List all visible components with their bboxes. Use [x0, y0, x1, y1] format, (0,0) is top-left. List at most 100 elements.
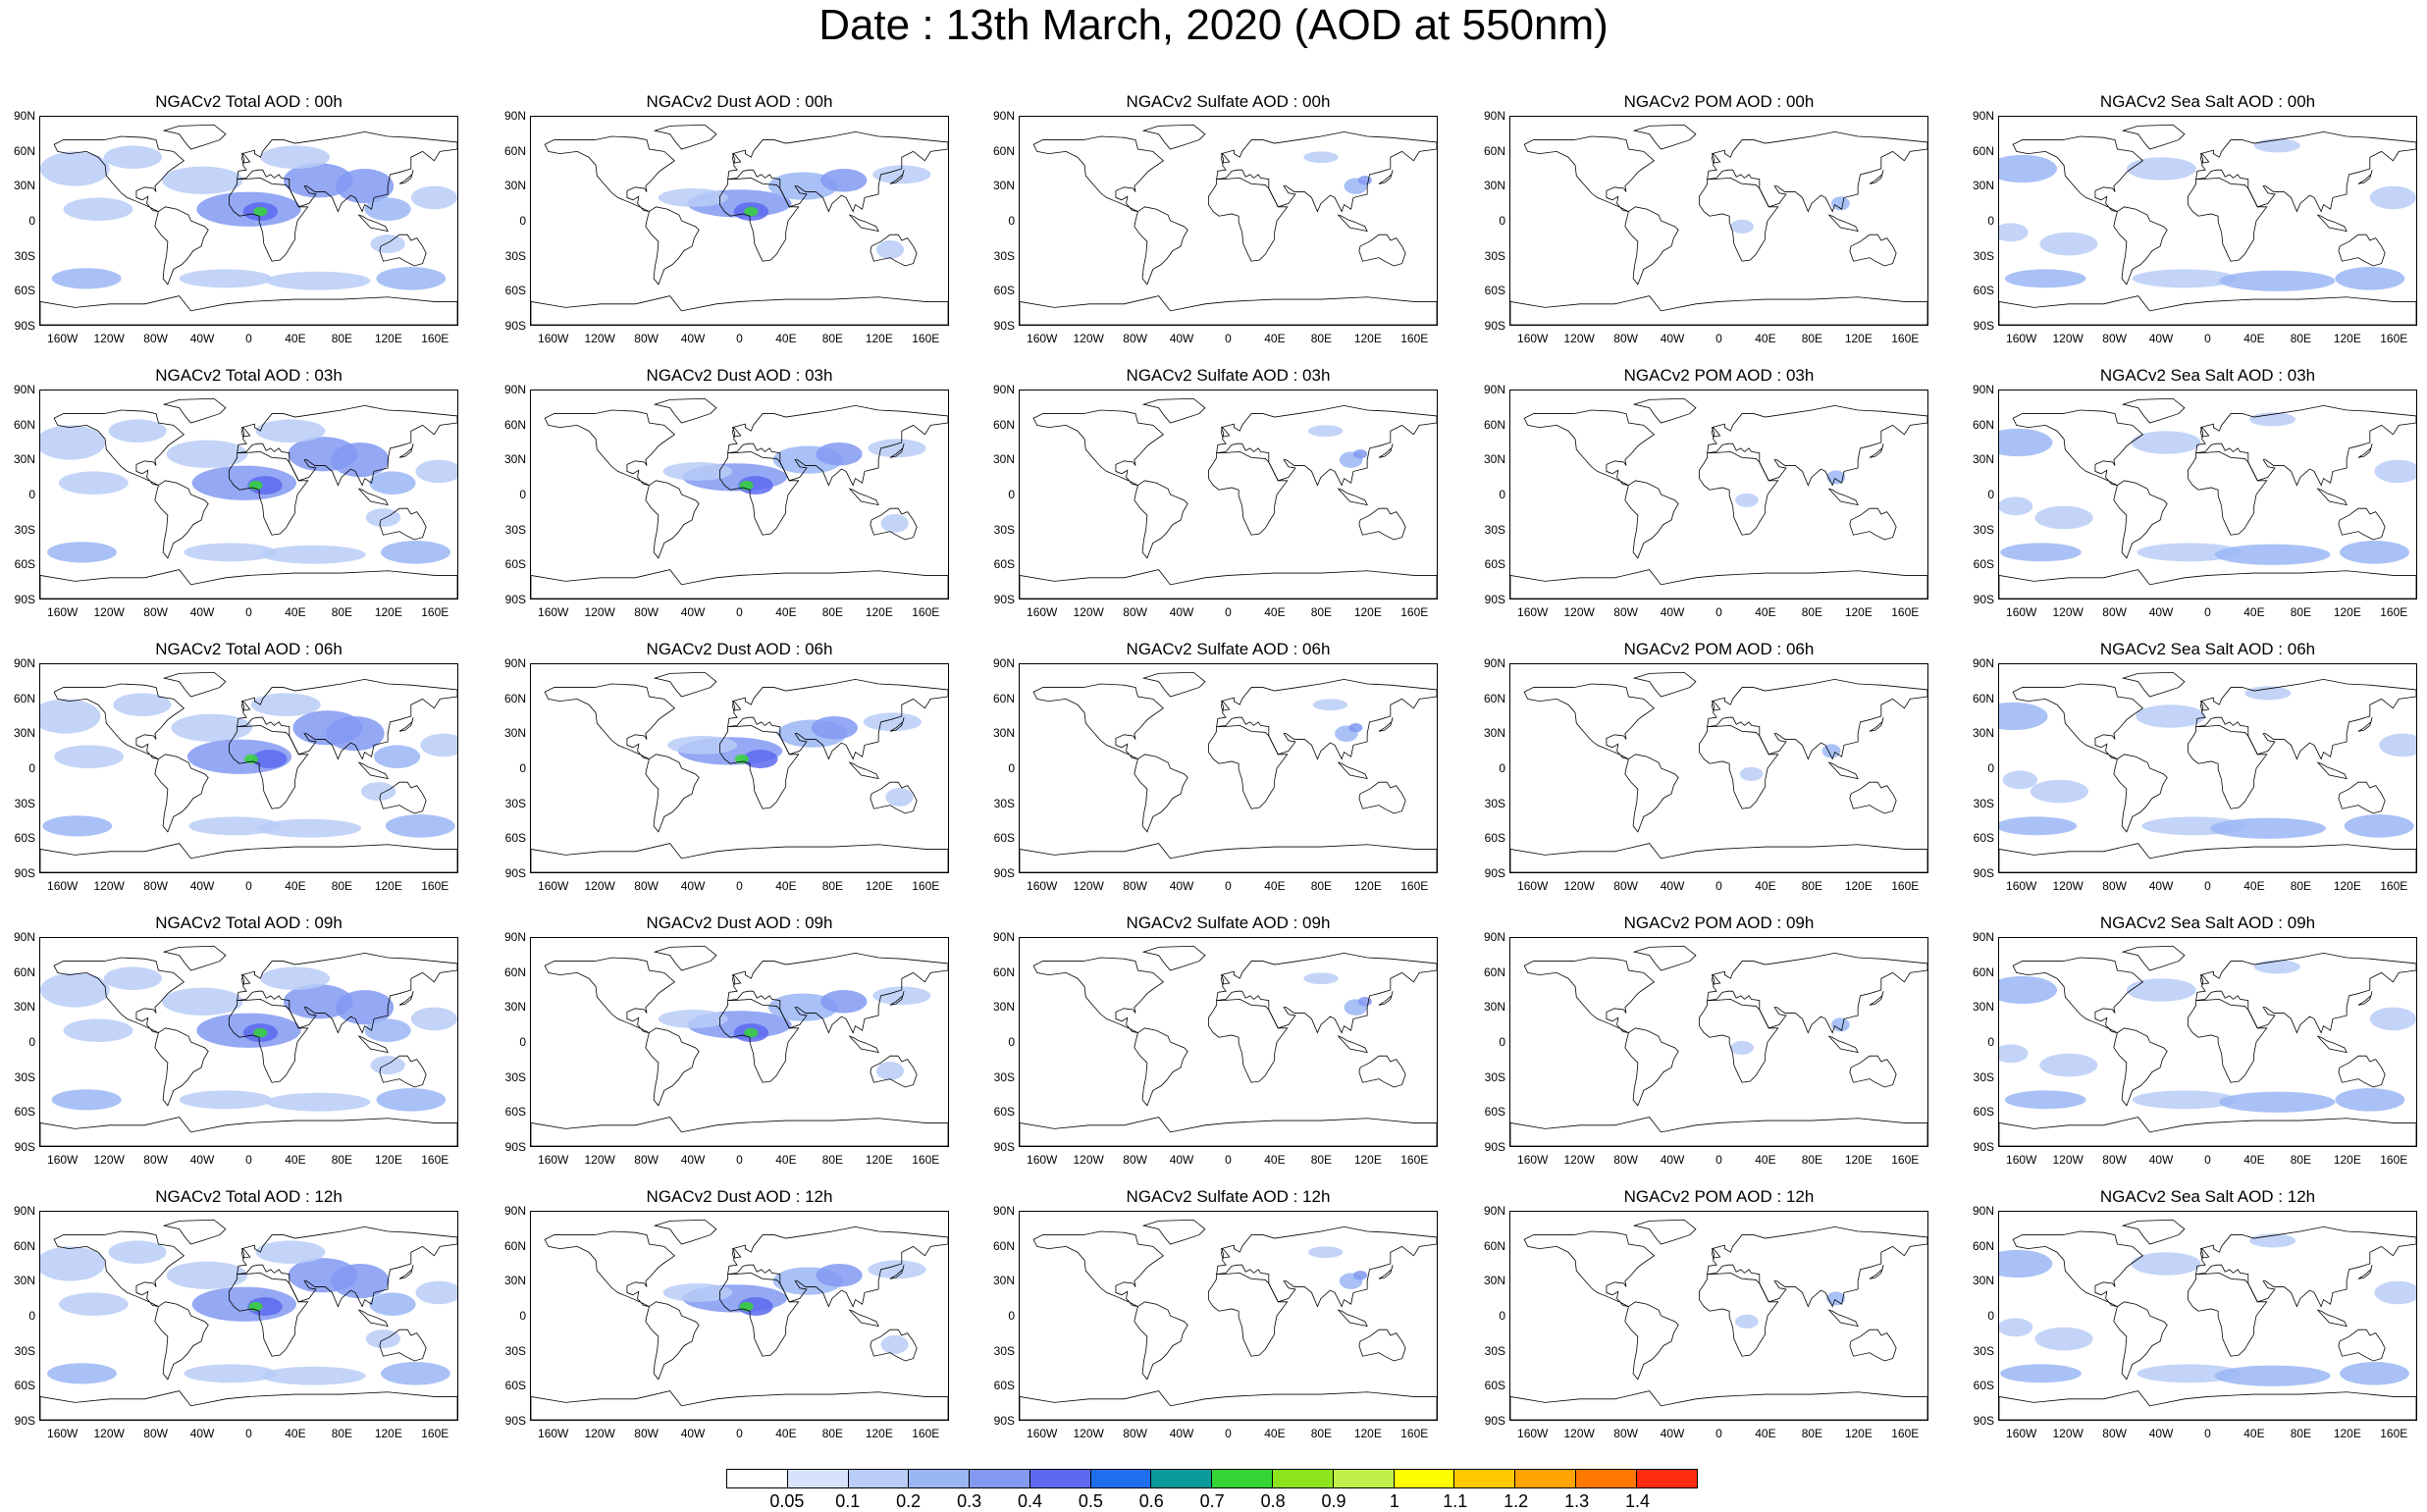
aod-plume	[255, 1240, 326, 1264]
lat-tick-label: 90N	[1972, 656, 1994, 670]
lon-tick-label: 80E	[2290, 605, 2312, 619]
coastline	[1869, 717, 1884, 732]
aod-plume	[364, 1018, 411, 1042]
coastline	[1020, 1117, 1437, 1146]
panel-title: NGACv2 POM AOD : 12h	[1623, 1187, 1815, 1206]
aod-plume	[253, 206, 268, 217]
aod-plume	[171, 713, 252, 742]
coastline	[2187, 1273, 2268, 1357]
coastline	[2200, 973, 2210, 985]
lat-tick-label: 90S	[1973, 319, 1994, 333]
coastline	[2012, 683, 2144, 759]
lon-tick-label: 40W	[189, 879, 215, 893]
lon-tick-label: 0	[245, 1153, 252, 1167]
lon-tick-label: 120W	[1073, 879, 1104, 893]
lon-tick-label: 0	[736, 332, 743, 345]
lon-tick-label: 160E	[1891, 605, 1920, 619]
lat-tick-label: 60N	[1972, 691, 1994, 705]
lat-tick-label: 30S	[14, 248, 35, 263]
coastline	[2187, 999, 2268, 1083]
map-svg	[531, 397, 948, 599]
lon-tick-label: 120W	[1563, 879, 1595, 893]
colorbar-box	[1575, 1470, 1637, 1487]
coastline	[53, 135, 185, 212]
lon-tick-label: 0	[2204, 1427, 2211, 1440]
coastline	[154, 754, 209, 833]
aod-plume	[2030, 779, 2088, 804]
coastline	[889, 1265, 905, 1279]
coastline	[848, 761, 879, 780]
lon-tick-label: 120W	[1563, 1427, 1595, 1440]
aod-plume	[365, 508, 401, 527]
lat-tick-label: 30N	[992, 452, 1015, 467]
map-panel	[1509, 937, 1928, 1147]
lon-tick-label: 120E	[2333, 332, 2361, 345]
aod-plume	[2219, 270, 2336, 291]
coastline	[1032, 957, 1165, 1033]
lon-tick-label: 160W	[1517, 879, 1549, 893]
lon-tick-label: 80W	[634, 1427, 659, 1440]
lat-tick-label: 30N	[1483, 452, 1505, 467]
colorbar-label: 1.1	[1443, 1491, 1468, 1511]
coastline	[1869, 1265, 1884, 1279]
panel-title: NGACv2 Sea Salt AOD : 00h	[2099, 92, 2316, 111]
lat-tick-label: 90S	[14, 593, 35, 606]
colorbar-box	[1090, 1470, 1152, 1487]
aod-plume	[868, 1260, 926, 1279]
aod-plume	[1999, 975, 2058, 1005]
coastline	[2113, 754, 2168, 833]
lon-tick-label: 160E	[1891, 1427, 1920, 1440]
aod-plume	[283, 163, 353, 198]
aod-plume	[1830, 196, 1850, 211]
aod-field	[1735, 470, 1846, 507]
lat-tick-label: 30N	[992, 726, 1015, 741]
lon-tick-label: 0	[1715, 332, 1722, 345]
aod-field	[1999, 138, 2416, 291]
colorbar-label: 0.2	[896, 1491, 922, 1511]
coastline	[645, 1301, 700, 1381]
colorbar-label: 0.1	[835, 1491, 861, 1511]
aod-plume	[658, 1010, 728, 1028]
lat-tick-label: 60S	[1973, 831, 1994, 846]
lon-tick-label: 0	[1225, 605, 1232, 619]
coastline	[1712, 152, 1721, 164]
lat-tick-label: 60N	[503, 691, 526, 705]
lon-tick-label: 80E	[821, 879, 844, 893]
panel-title: NGACv2 Sea Salt AOD : 09h	[2099, 913, 2316, 932]
coastline	[2338, 234, 2386, 267]
aod-plume	[261, 545, 366, 564]
lon-tick-label: 40W	[1169, 605, 1194, 619]
panel-title: NGACv2 POM AOD : 09h	[1623, 913, 1815, 932]
coastline	[544, 409, 676, 486]
coastline	[1827, 1035, 1859, 1054]
aod-plume	[260, 966, 331, 990]
coastline	[1698, 178, 1779, 262]
lon-tick-label: 160E	[2380, 1153, 2408, 1167]
lat-tick-label: 90N	[1483, 383, 1505, 396]
colorbar-label: 0.7	[1199, 1491, 1225, 1511]
lon-tick-label: 120E	[1353, 879, 1382, 893]
aod-plume	[51, 268, 122, 289]
lon-tick-label: 0	[1715, 1153, 1722, 1167]
lon-tick-label: 120W	[584, 1153, 615, 1167]
coastline	[1221, 1247, 1231, 1259]
aod-plume	[260, 145, 331, 169]
colorbar-box	[1273, 1470, 1334, 1487]
aod-field	[40, 419, 457, 564]
lon-tick-label: 40W	[189, 332, 215, 345]
aod-field	[1999, 412, 2416, 565]
aod-plume	[370, 235, 405, 253]
aod-field	[1730, 196, 1850, 234]
aod-plume	[40, 699, 101, 734]
aod-plume	[2209, 817, 2326, 839]
aod-plume	[1348, 723, 1363, 733]
map-panel	[1019, 937, 1438, 1147]
lat-tick-label: 90S	[1484, 593, 1505, 606]
aod-plume	[415, 459, 457, 484]
lat-tick-label: 60N	[1972, 417, 1994, 432]
aod-plume	[1303, 972, 1339, 985]
coastline	[2200, 152, 2210, 164]
aod-plume	[872, 986, 931, 1006]
aod-plume	[252, 750, 288, 768]
lon-tick-label: 120E	[1844, 1427, 1873, 1440]
